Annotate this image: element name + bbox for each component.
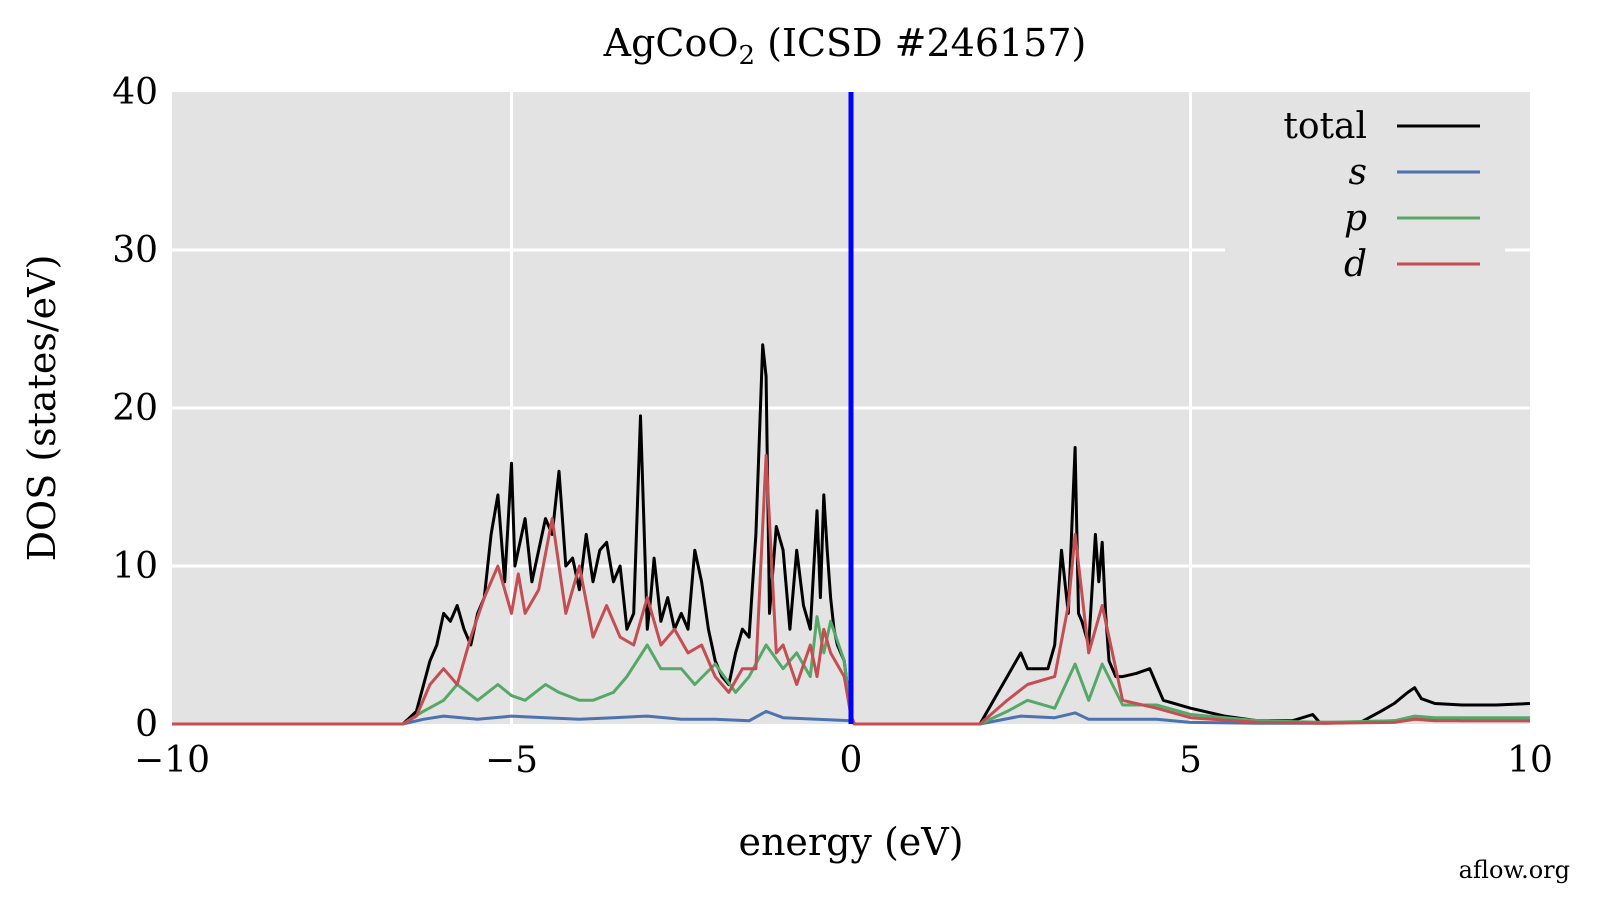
y-tick-label: 10 [112,546,158,587]
legend-background [1225,100,1505,285]
legend: total spd [1225,100,1505,285]
x-tick-label: −10 [134,740,210,781]
legend-label-p: p [1344,198,1367,239]
series-line-total [172,343,1531,726]
y-axis-label: DOS (states/eV) [20,255,64,562]
series-layer [172,92,1531,726]
x-tick-labels: −10 −5 0 5 10 [134,740,1553,781]
y-tick-label: 40 [112,72,158,113]
legend-label-d: d [1344,244,1367,285]
chart-title: AgCoO2 (ICSD #246157) [603,21,1087,71]
x-tick-label: 0 [840,740,863,781]
y-tick-label: 20 [112,388,158,429]
legend-label-total: total [1283,106,1367,147]
y-tick-labels: 0 10 20 30 40 [112,72,158,745]
x-tick-label: 10 [1507,740,1553,781]
legend-label-s: s [1349,152,1367,193]
credit-label: aflow.org [1458,856,1570,884]
x-axis-label: energy (eV) [738,820,963,864]
series-line-d [172,453,1530,726]
y-tick-label: 30 [112,230,158,271]
y-tick-label: 0 [135,704,158,745]
x-tick-label: −5 [485,740,538,781]
x-tick-label: 5 [1179,740,1202,781]
